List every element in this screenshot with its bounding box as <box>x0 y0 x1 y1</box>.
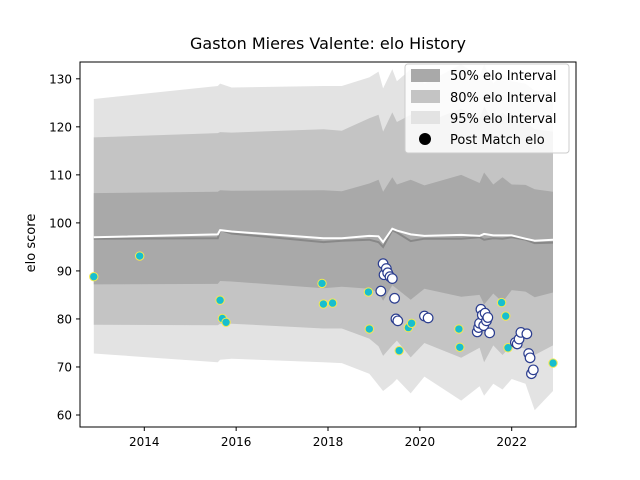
post-match-elo-point <box>363 287 374 297</box>
legend-swatch-80 <box>411 90 440 103</box>
post-match-elo-point <box>496 297 507 308</box>
y-tick-label: 110 <box>49 168 72 182</box>
post-match-elo-point <box>375 285 387 297</box>
post-match-elo-point <box>389 292 400 304</box>
post-match-elo-point <box>422 312 434 324</box>
x-tick-label: 2020 <box>405 435 436 449</box>
y-tick-label: 90 <box>57 264 72 278</box>
post-match-elo-point <box>406 318 417 328</box>
y-tick-label: 80 <box>57 312 72 326</box>
y-axis-label: elo score <box>24 214 39 273</box>
y-tick-label: 100 <box>49 216 72 230</box>
legend-label-80: 80% elo Interval <box>450 91 557 106</box>
post-match-elo-point <box>521 328 533 340</box>
post-match-elo-point <box>482 312 494 323</box>
post-match-elo-point <box>135 251 145 261</box>
post-match-elo-point <box>501 311 511 321</box>
post-match-elo-point <box>503 343 513 353</box>
post-match-elo-point <box>221 317 231 328</box>
post-match-elo-point <box>484 327 496 339</box>
post-match-elo-point <box>364 324 375 334</box>
y-tick-label: 130 <box>49 72 72 86</box>
legend-label-post-match: Post Match elo <box>450 133 545 148</box>
y-tick-label: 60 <box>57 408 72 422</box>
chart-title: Gaston Mieres Valente: elo History <box>190 34 466 53</box>
post-match-elo-point <box>394 345 404 356</box>
median-elo-line <box>93 228 554 249</box>
post-match-elo-point <box>392 315 404 327</box>
legend-swatch-50 <box>411 69 440 82</box>
post-match-elo-point <box>327 298 338 308</box>
post-match-elo-point <box>454 324 464 334</box>
legend-label-95: 95% elo Interval <box>450 112 557 127</box>
x-tick-label: 2018 <box>313 435 344 449</box>
legend-box <box>404 63 570 154</box>
post-match-elo-point <box>215 295 225 305</box>
legend-label-50: 50% elo Interval <box>450 69 557 84</box>
mean-elo-line <box>93 227 554 244</box>
x-tick-label: 2022 <box>496 435 527 449</box>
legend-marker-post-match <box>419 133 431 145</box>
x-tick-label: 2016 <box>221 435 252 449</box>
post-match-elo-point <box>455 342 465 352</box>
post-match-elo-point <box>548 358 558 368</box>
post-match-elo-point <box>527 364 539 376</box>
post-match-elo-point <box>524 352 536 364</box>
x-tick-label: 2014 <box>129 435 160 449</box>
post-match-elo-point <box>386 273 398 284</box>
post-match-elo-point <box>89 271 99 282</box>
y-tick-label: 70 <box>57 360 72 374</box>
y-tick-label: 120 <box>49 120 72 134</box>
legend: 50% elo Interval 80% elo Interval 95% el… <box>404 63 570 154</box>
legend-swatch-95 <box>411 111 440 124</box>
post-match-elo-point <box>317 278 327 289</box>
post-match-elo-point <box>318 299 329 309</box>
